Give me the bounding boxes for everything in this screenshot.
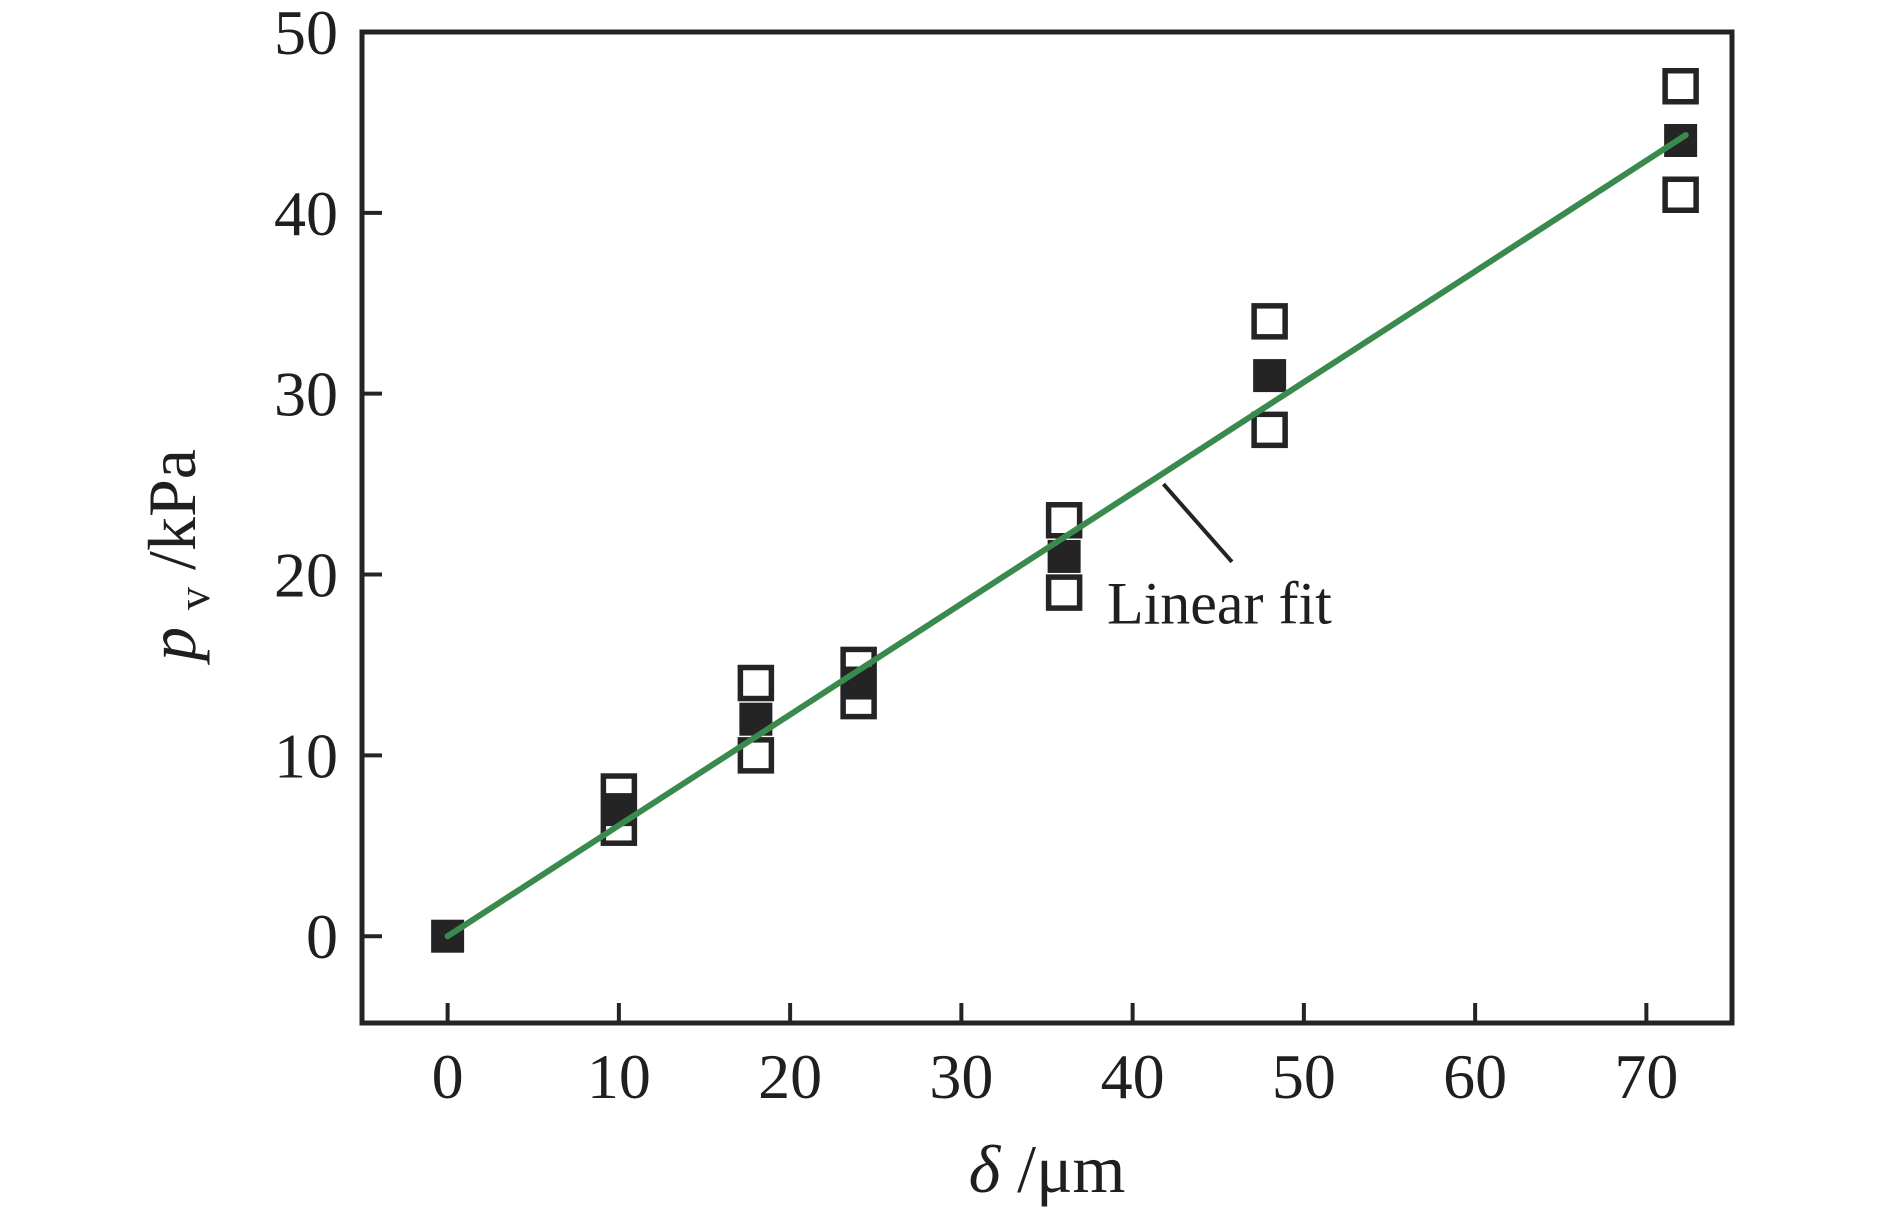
open-square-marker [1662,176,1699,214]
x-tick-label: 40 [1101,1041,1165,1112]
y-tick-label: 30 [274,359,338,430]
y-axis-label-subscript: v [168,587,219,610]
y-axis-label-unit: /kPa [134,449,210,570]
open-square-marker [737,664,775,702]
y-tick-label: 0 [306,901,338,972]
x-tick-label: 20 [758,1041,822,1112]
x-axis-label-unit: /μm [1017,1131,1125,1207]
open-square-marker [1251,411,1288,449]
x-tick-label: 50 [1272,1041,1336,1112]
y-tick-label: 10 [274,720,338,791]
open-square-marker [1662,68,1699,105]
y-tick-label: 40 [274,178,338,249]
y-tick-label: 20 [274,540,338,611]
x-tick-label: 70 [1614,1041,1678,1112]
open-square-marker [1045,574,1083,611]
linear-fit-line [444,132,1689,940]
x-axis-label-symbol: δ [969,1131,1002,1207]
filled-square-marker [1253,359,1287,393]
x-tick-label: 30 [929,1041,993,1112]
plot-border [359,29,1735,1026]
plot-area: 0 10 20 30 40 50 60 70 0 10 20 30 40 50 [274,0,1735,1112]
x-axis-label: δ /μm [969,1131,1126,1207]
y-axis-label: p v /kPa [134,449,224,665]
y-tick-label: 50 [274,0,338,68]
x-tick-label: 0 [432,1041,464,1112]
y-axis-label-symbol: p [134,627,210,665]
x-tick-label: 10 [587,1041,651,1112]
annotation-pointer-line [1161,482,1234,564]
linear-fit-label: Linear fit [1107,570,1332,636]
open-square-marker [1251,303,1288,340]
x-tick-label: 60 [1443,1041,1507,1112]
